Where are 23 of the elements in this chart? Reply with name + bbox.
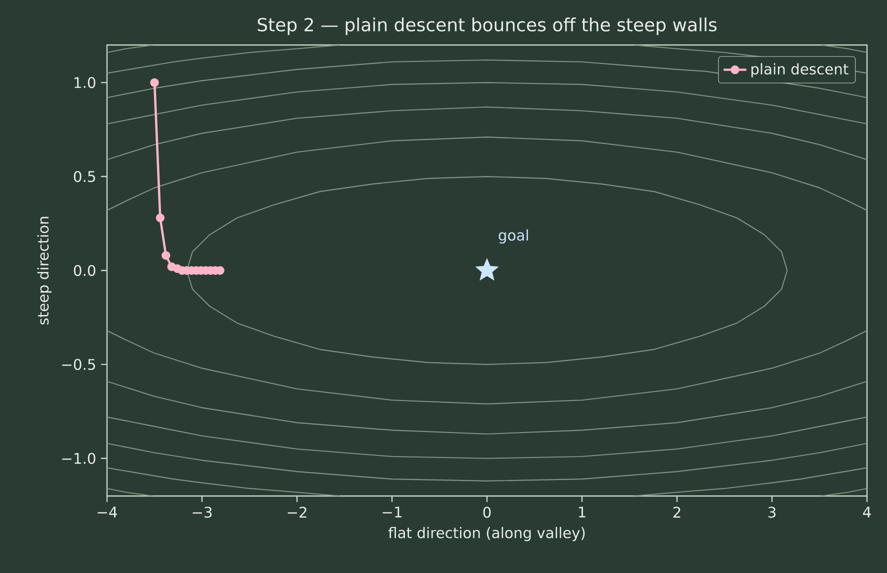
point bbox=[150, 78, 159, 87]
x-tick-label: 1 bbox=[578, 506, 586, 518]
x-tick-label: −1 bbox=[382, 506, 402, 518]
legend-label: plain descent bbox=[751, 63, 848, 78]
annotation: goal bbox=[498, 229, 528, 244]
x-tick-label: −3 bbox=[192, 506, 212, 518]
x-tick-label: 0 bbox=[483, 506, 491, 518]
point bbox=[162, 251, 170, 260]
x-tick-label: 2 bbox=[673, 506, 680, 518]
point bbox=[156, 214, 165, 222]
y-tick-label: 0.0 bbox=[74, 264, 96, 276]
x-tick-label: 4 bbox=[863, 506, 871, 518]
x-tick-label: −2 bbox=[288, 506, 306, 518]
y-tick-label: 1.0 bbox=[74, 77, 96, 88]
y-tick-label: −0.5 bbox=[62, 358, 96, 370]
point bbox=[475, 258, 499, 280]
x-axis-title: flat direction (along valley) bbox=[388, 526, 585, 542]
x-tick-label: −4 bbox=[98, 506, 117, 518]
y-tick-label: −1.0 bbox=[62, 452, 96, 464]
y-tick-label: 0.5 bbox=[74, 170, 96, 182]
chart-title: Step 2 — plain descent bounces off the steep walls bbox=[258, 18, 717, 35]
y-axis-title: steep direction bbox=[37, 216, 52, 325]
x-tick-label: 3 bbox=[768, 506, 776, 518]
